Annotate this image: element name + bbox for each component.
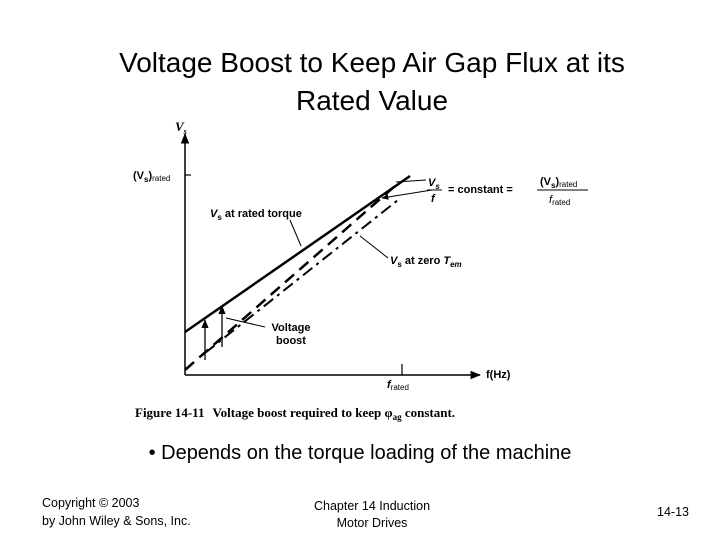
footer-left: by John Wiley & Sons, Inc. — [42, 514, 191, 528]
zero-torque-label: Vs at zero Tem — [390, 255, 462, 269]
label-part: em — [450, 260, 462, 269]
ratio-eq: = constant = — [448, 184, 513, 196]
vs-rated-label: (Vs)rated — [133, 170, 170, 184]
label-part: s — [397, 260, 402, 269]
label-part: rated — [559, 180, 577, 189]
x-axis-label: f(Hz) — [486, 369, 511, 381]
label-part: rated — [552, 198, 570, 207]
zero-torque-line — [204, 199, 399, 354]
footer-left: Copyright © 2003 — [42, 496, 140, 510]
rated-torque-line — [184, 174, 411, 334]
constant-ratio-line — [184, 185, 396, 371]
leader — [289, 219, 302, 247]
boost-label: Voltage — [272, 322, 311, 334]
bullet: • Depends on the torque loading of the m… — [149, 442, 572, 464]
label-part: (V — [540, 176, 552, 188]
label-part: s — [144, 175, 149, 184]
caption-part: constant. — [402, 405, 455, 420]
slide-title: Voltage Boost to Keep Air Gap Flux at it… — [119, 47, 625, 116]
leader — [381, 189, 433, 200]
figure-labels: Vs f(Hz) (Vs)rated frated Vs at rated to… — [133, 119, 577, 422]
caption-part: Figure 14-11 — [135, 405, 204, 420]
label-part: s — [217, 213, 222, 222]
footer: Copyright © 2003 by John Wiley & Sons, I… — [42, 496, 689, 530]
ratio-rden: frated — [549, 194, 570, 207]
ratio-den: f — [431, 193, 436, 205]
label-part: rated — [391, 383, 409, 392]
label-part: (V — [133, 170, 145, 182]
y-axis-label: Vs — [175, 119, 187, 136]
title-line: Rated Value — [296, 85, 448, 116]
leader — [395, 179, 427, 183]
label-part: V — [428, 177, 437, 189]
label-part: V — [390, 255, 399, 267]
leader — [225, 317, 266, 328]
label-part: s — [551, 181, 556, 190]
caption-part: Voltage boost required to keep — [212, 405, 384, 420]
f-rated-label: frated — [387, 379, 409, 392]
caption-part: φ — [384, 405, 392, 420]
label-part: ) — [555, 176, 559, 188]
figure — [180, 132, 588, 380]
label-part: rated — [152, 174, 170, 183]
boost-label: boost — [276, 335, 306, 347]
title-line: Voltage Boost to Keep Air Gap Flux at it… — [119, 47, 625, 78]
label-part: s — [183, 127, 187, 136]
ratio-num: Vs — [428, 177, 440, 191]
label-part: f — [549, 194, 553, 206]
label-part: ) — [148, 170, 152, 182]
leader — [359, 235, 389, 259]
caption-part: ag — [393, 412, 403, 422]
label-part: T — [443, 255, 451, 267]
label-part: s — [435, 182, 440, 191]
ratio-rnum: (Vs)rated — [540, 176, 577, 190]
label-part: f — [387, 379, 392, 391]
label-part: at rated torque — [222, 208, 302, 220]
label-part: at zero — [402, 255, 444, 267]
label-part: V — [210, 208, 219, 220]
footer-right: 14-13 — [657, 505, 689, 519]
footer-center: Motor Drives — [337, 516, 408, 530]
label-part: V — [175, 119, 185, 134]
rated-torque-label: Vs at rated torque — [210, 208, 302, 222]
footer-center: Chapter 14 Induction — [314, 499, 430, 513]
figure-caption: Figure 14-11 Voltage boost required to ke… — [135, 405, 455, 422]
